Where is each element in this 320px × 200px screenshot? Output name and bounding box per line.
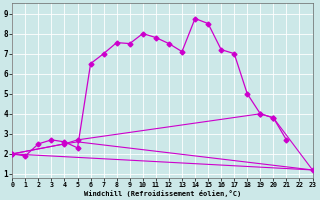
X-axis label: Windchill (Refroidissement éolien,°C): Windchill (Refroidissement éolien,°C) bbox=[84, 190, 241, 197]
